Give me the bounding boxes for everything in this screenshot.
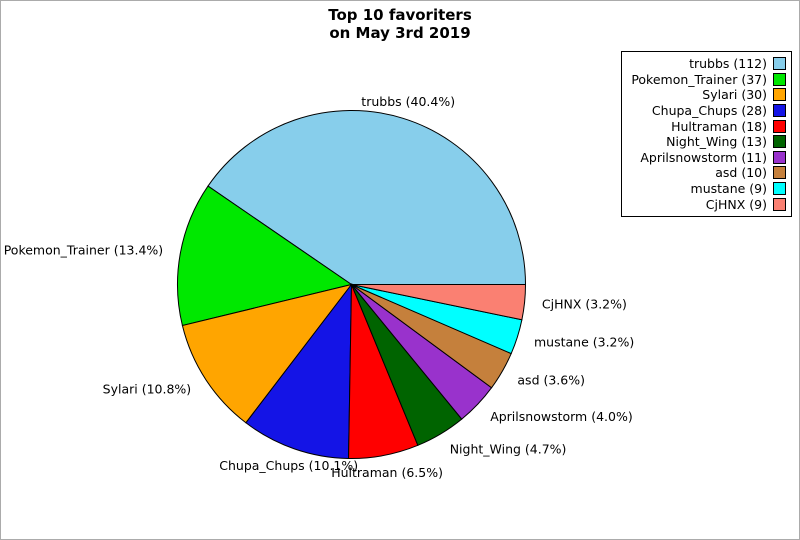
- legend-item-Aprilsnowstorm: Aprilsnowstorm (11): [628, 150, 786, 166]
- slice-labels: trubbs (40.4%) Pokemon_Trainer (13.4%) Syl…: [4, 94, 635, 480]
- pie-wedges: [176, 110, 527, 459]
- pie-slice-Chupa_Chups: [245, 282, 353, 459]
- chart-title-line1: Top 10 favoriters: [328, 6, 472, 24]
- legend-swatch: [773, 182, 786, 196]
- legend-item-CjHNX: CjHNX (9): [628, 196, 786, 212]
- chart-title-line2: on May 3rd 2019: [329, 24, 471, 42]
- legend-swatch: [773, 135, 786, 149]
- legend-label: Hultraman (18): [671, 118, 767, 134]
- legend-swatch: [773, 104, 786, 118]
- legend-swatch: [773, 57, 786, 71]
- legend-swatch: [773, 197, 786, 211]
- legend-swatch: [773, 150, 786, 164]
- legend-label: Night_Wing (13): [666, 134, 767, 150]
- pie-slice-Pokemon_Trainer: [176, 185, 353, 327]
- slice-label-Night_Wing: Night_Wing (4.7%): [450, 441, 567, 456]
- legend-item-asd: asd (10): [628, 165, 786, 181]
- legend-label: Aprilsnowstorm (11): [640, 149, 767, 165]
- pie-slice-CjHNX: [351, 284, 527, 321]
- slice-label-trubbs: trubbs (40.4%): [361, 94, 455, 109]
- legend-item-Hultraman: Hultraman (18): [628, 118, 786, 134]
- legend-item-Chupa_Chups: Chupa_Chups (28): [628, 103, 786, 119]
- legend-label: trubbs (112): [689, 56, 767, 72]
- pie-slice-Sylari: [181, 283, 353, 424]
- legend-swatch: [773, 119, 786, 133]
- legend-label: mustane (9): [690, 181, 767, 197]
- slice-label-Aprilsnowstorm: Aprilsnowstorm (4.0%): [490, 409, 633, 424]
- legend-item-trubbs: trubbs (112): [628, 56, 786, 72]
- legend-label: CjHNX (9): [705, 196, 767, 212]
- legend-swatch: [773, 72, 786, 86]
- legend-item-Sylari: Sylari (30): [628, 87, 786, 103]
- legend-label: Chupa_Chups (28): [651, 103, 767, 119]
- slice-label-Chupa_Chups: Chupa_Chups (10.1%): [219, 458, 358, 473]
- legend-label: Sylari (30): [702, 87, 767, 103]
- legend-item-Pokemon_Trainer: Pokemon_Trainer (37): [628, 72, 786, 88]
- legend-item-mustane: mustane (9): [628, 181, 786, 197]
- slice-label-asd: asd (3.6%): [517, 372, 585, 387]
- legend-label: asd (10): [715, 165, 767, 181]
- slice-label-mustane: mustane (3.2%): [534, 335, 634, 350]
- slice-label-Sylari: Sylari (10.8%): [103, 382, 192, 397]
- slice-label-CjHNX: CjHNX (3.2%): [542, 297, 627, 312]
- legend-label: Pokemon_Trainer (37): [631, 71, 767, 87]
- slice-label-Pokemon_Trainer: Pokemon_Trainer (13.4%): [4, 243, 163, 258]
- legend-swatch: [773, 166, 786, 180]
- legend-swatch: [773, 88, 786, 102]
- legend: trubbs (112) Pokemon_Trainer (37) Sylari (…: [621, 51, 792, 217]
- chart-title: Top 10 favoriters on May 3rd 2019: [0, 6, 800, 42]
- legend-item-Night_Wing: Night_Wing (13): [628, 134, 786, 150]
- slice-label-Hultraman: Hultraman (6.5%): [331, 465, 443, 480]
- pie-slice-trubbs: [207, 110, 527, 285]
